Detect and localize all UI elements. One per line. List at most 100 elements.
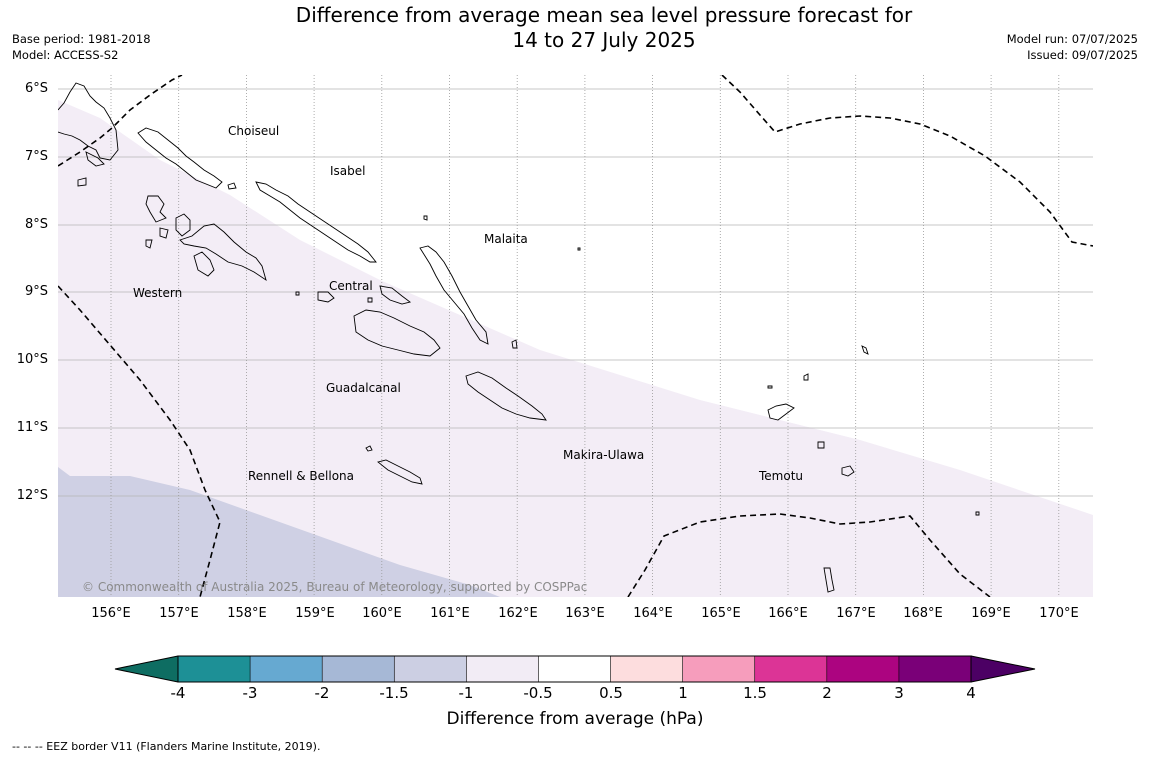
region-label-rennell-bellona: Rennell & Bellona — [248, 469, 355, 483]
lat-label-6s: 6°S — [24, 81, 48, 96]
model-run: Model run: 07/07/2025 — [1006, 32, 1138, 46]
region-label-central: Central — [329, 279, 373, 293]
lon-label-168e: 168°E — [903, 606, 943, 621]
coast-new-georgia — [179, 223, 267, 282]
lon-label-170e: 170°E — [1039, 606, 1079, 621]
colorbar-tick: -1 — [458, 684, 474, 702]
colorbar-segment — [826, 655, 900, 683]
coast-tikopia — [975, 511, 980, 516]
coast-vanikoro — [841, 465, 855, 477]
lat-label-9s: 9°S — [24, 284, 48, 299]
eez-png-north — [58, 75, 183, 167]
title-line-2: 14 to 27 July 2025 — [512, 28, 696, 52]
coast-mbanika — [295, 291, 300, 296]
colorbar-tick: 2 — [822, 684, 832, 702]
coast-ontong-islet — [767, 385, 773, 389]
colorbar-over-arrow — [971, 656, 1035, 682]
coast-utupua — [817, 441, 825, 449]
colorbar-segments — [177, 655, 972, 683]
coast-ulawa — [511, 339, 518, 349]
coast-shortland — [77, 177, 87, 187]
lon-label-161e: 161°E — [430, 606, 470, 621]
region-label-malaita: Malaita — [484, 232, 528, 246]
coast-savo — [367, 297, 373, 303]
colorbar-segment — [538, 655, 612, 683]
lon-label-160e: 160°E — [362, 606, 402, 621]
lat-label-8s: 8°S — [24, 217, 48, 232]
eez-footnote: -- -- -- EEZ border V11 (Flanders Marine… — [12, 740, 321, 753]
coast-kolombangara — [175, 213, 191, 237]
meta-left: Base period: 1981-2018 Model: ACCESS-S2 — [12, 31, 151, 63]
coast-santa-cruz — [767, 403, 795, 421]
meta-right: Model run: 07/07/2025 Issued: 09/07/2025 — [1007, 31, 1138, 63]
anomaly-region-minus-0.5 — [58, 100, 1093, 597]
lon-label-156e: 156°E — [91, 606, 131, 621]
colorbar-tick: -3 — [242, 684, 258, 702]
colorbar-arrow-outline-right — [970, 655, 1036, 683]
coast-sikaiana — [577, 247, 581, 251]
region-label-choiseul: Choiseul — [228, 124, 280, 138]
coast-malaita-islet — [423, 215, 428, 221]
colorbar-segment — [610, 655, 684, 683]
coast-ranongga — [145, 239, 153, 249]
lon-label-164e: 164°E — [633, 606, 673, 621]
gridlines — [58, 75, 1093, 597]
coast-makira — [465, 371, 547, 421]
colorbar-segment — [321, 655, 396, 683]
coast-vella-lavella — [145, 195, 167, 223]
colorbar-under-arrow — [115, 656, 178, 682]
region-label-temotu: Temotu — [759, 469, 804, 483]
region-label-western: Western — [133, 286, 183, 300]
coast-anuta — [823, 567, 835, 593]
colorbar-outline — [177, 655, 972, 683]
colorbar-label: Difference from average (hPa) — [446, 709, 704, 729]
colorbar-tick: -4 — [170, 684, 186, 702]
coast-rennell — [377, 459, 423, 485]
colorbar-segment — [249, 655, 323, 683]
map-title: Difference from average mean sea level p… — [0, 3, 1150, 53]
eez-vanuatu — [627, 513, 991, 597]
coast-vangunu — [193, 251, 215, 277]
colorbar-tick: 0.5 — [599, 684, 623, 702]
lon-label-166e: 166°E — [768, 606, 808, 621]
lon-label-169e: 169°E — [971, 606, 1011, 621]
issued-date: Issued: 09/07/2025 — [1027, 48, 1138, 62]
lon-label-165e: 165°E — [701, 606, 741, 621]
lon-label-162e: 162°E — [498, 606, 538, 621]
coast-guadalcanal — [353, 309, 441, 357]
title-line-1: Difference from average mean sea level p… — [295, 3, 913, 27]
lon-label-159e: 159°E — [295, 606, 335, 621]
colorbar-tick: -2 — [314, 684, 330, 702]
eez-australia — [58, 285, 221, 597]
coast-rendova — [159, 227, 169, 239]
lat-label-11s: 11°S — [16, 420, 48, 435]
lon-label-157e: 157°E — [159, 606, 199, 621]
lon-label-167e: 167°E — [836, 606, 876, 621]
eez-borders — [58, 75, 1093, 597]
coast-duff — [861, 345, 869, 355]
coast-florida — [379, 285, 412, 305]
coast-malaita — [419, 245, 489, 345]
region-label-guadalcanal: Guadalcanal — [326, 381, 401, 395]
region-label-makira-ulawa: Makira-Ulawa — [563, 448, 645, 462]
copyright-notice: © Commonwealth of Australia 2025, Bureau… — [82, 580, 588, 594]
colorbar-segment — [466, 655, 540, 683]
lat-label-12s: 12°S — [16, 488, 48, 503]
map-frame — [58, 75, 1093, 597]
base-period: Base period: 1981-2018 — [12, 32, 151, 46]
colorbar-tick: 1.5 — [743, 684, 767, 702]
coast-bougainville — [58, 82, 119, 161]
coastlines — [58, 82, 980, 593]
colorbar-arrow-outline — [114, 655, 179, 683]
lat-label-10s: 10°S — [16, 352, 48, 367]
lon-label-158e: 158°E — [227, 606, 267, 621]
colorbar-segment — [682, 655, 756, 683]
coast-isabel — [255, 181, 377, 263]
coast-bougainville-south — [85, 151, 105, 167]
colorbar-segment — [898, 655, 972, 683]
colorbar-segment — [393, 655, 468, 683]
region-label-isabel: Isabel — [330, 164, 366, 178]
coast-bellona — [365, 445, 373, 452]
